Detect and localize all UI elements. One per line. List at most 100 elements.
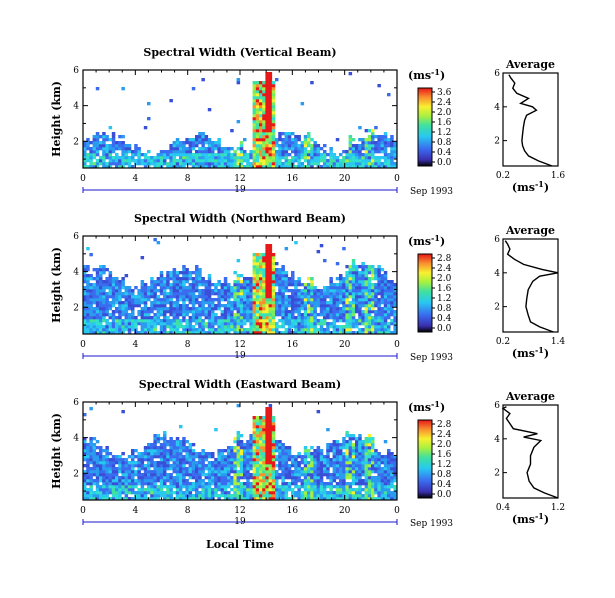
- heatmap-cell: [156, 298, 161, 302]
- heatmap-cell: [185, 159, 189, 163]
- heatmap-cell: [246, 449, 250, 453]
- heatmap-cell: [95, 147, 100, 151]
- heatmap-cell: [374, 485, 378, 489]
- heatmap-cell: [99, 452, 103, 456]
- heatmap-cell: [127, 150, 132, 154]
- heatmap-cell: [271, 458, 276, 462]
- heatmap-cell: [319, 156, 324, 160]
- heatmap-cell: [108, 464, 113, 468]
- heatmap-cell: [191, 476, 196, 480]
- heatmap-cell: [355, 476, 359, 480]
- heatmap-cell: [111, 132, 116, 136]
- heatmap-cell: [287, 289, 292, 293]
- heatmap-cell: [118, 162, 122, 166]
- heatmap-cell: [105, 482, 109, 486]
- heatmap-cell: [316, 488, 321, 492]
- heatmap-cell: [348, 307, 353, 311]
- heatmap-cell: [310, 325, 314, 329]
- heatmap-cell: [284, 449, 289, 453]
- heatmap-cell: [310, 292, 314, 296]
- heatmap-cell: [198, 277, 202, 281]
- heatmap-cell: [252, 458, 257, 462]
- heatmap-cell: [227, 458, 231, 462]
- heatmap-cell: [393, 286, 397, 290]
- heatmap-cell: [278, 292, 282, 296]
- heatmap-cell: [89, 485, 93, 489]
- heatmap-cell: [393, 473, 397, 477]
- heatmap-cell: [246, 292, 250, 296]
- heatmap-cell: [348, 455, 353, 459]
- heatmap-cell: [259, 307, 263, 311]
- heatmap-cell: [207, 138, 212, 142]
- heatmap-cell: [92, 470, 97, 474]
- heatmap-cell: [351, 497, 356, 501]
- heatmap-cell: [348, 437, 353, 441]
- heatmap-cell: [124, 319, 129, 323]
- heatmap-cell: [246, 307, 250, 311]
- heatmap-cell: [118, 331, 122, 335]
- heatmap-cell: [252, 488, 257, 492]
- heatmap-cell: [332, 479, 337, 483]
- heatmap-cell: [310, 470, 314, 474]
- heatmap-cell: [246, 310, 250, 314]
- heatmap-cell: [278, 295, 282, 299]
- heatmap-cell: [153, 165, 157, 169]
- heatmap-cell: [201, 153, 205, 157]
- heatmap-cell: [271, 431, 276, 435]
- heatmap-cell: [390, 135, 394, 139]
- heatmap-cell: [188, 446, 193, 450]
- heatmap-cell: [204, 280, 209, 284]
- heatmap-cell: [335, 491, 340, 495]
- heatmap-cell: [95, 313, 100, 317]
- heatmap-cell: [377, 144, 381, 148]
- heatmap-cell: [300, 455, 305, 459]
- heatmap-cell: [319, 458, 324, 462]
- heatmap-cell: [169, 298, 173, 302]
- heatmap-cell: [342, 159, 346, 163]
- heatmap-cell: [351, 147, 356, 151]
- heatmap-cell: [127, 301, 132, 305]
- heatmap-cell: [92, 313, 97, 317]
- heatmap-cell: [268, 328, 273, 332]
- heatmap-cell: [99, 310, 103, 314]
- heatmap-cell: [310, 479, 314, 483]
- heatmap-cell: [265, 159, 269, 163]
- heatmap-cell: [387, 313, 391, 317]
- heatmap-cell: [179, 156, 183, 160]
- heatmap-cell: [121, 280, 125, 284]
- heatmap-cell: [147, 473, 151, 477]
- heatmap-cells: [83, 72, 397, 169]
- heatmap-cell: [191, 292, 196, 296]
- heatmap-cell: [105, 322, 109, 326]
- heatmap-cell: [134, 473, 138, 477]
- heatmap-cell: [233, 156, 237, 160]
- heatmap-cell: [166, 443, 170, 447]
- heatmap-cell: [147, 159, 151, 163]
- heatmap-cell: [172, 313, 177, 317]
- heatmap-cell: [127, 331, 132, 335]
- heatmap-cell: [246, 301, 250, 305]
- heatmap-cell: [201, 292, 205, 296]
- heatmap-cell: [243, 488, 247, 492]
- heatmap-cell: [143, 165, 148, 169]
- heatmap-cell: [345, 485, 349, 489]
- heatmap-cell: [169, 156, 173, 160]
- heatmap-cell: [188, 138, 193, 142]
- heatmap-cell: [198, 162, 202, 166]
- heatmap-cell: [310, 144, 314, 148]
- panel-title: Spectral Width (Vertical Beam): [143, 46, 336, 59]
- heatmap-cell: [182, 274, 186, 278]
- x-tick-label: 16: [287, 506, 299, 516]
- profile-x-label-sup: -1: [535, 345, 544, 355]
- heatmap-cell: [92, 449, 97, 453]
- heatmap-cell: [393, 479, 397, 483]
- heatmap-cell: [175, 307, 180, 311]
- heatmap-cell: [342, 479, 346, 483]
- heatmap-cell: [361, 295, 365, 299]
- heatmap-cell: [83, 268, 87, 272]
- heatmap-cell: [268, 259, 273, 263]
- heatmap-cell: [342, 440, 346, 444]
- heatmap-cell: [265, 304, 269, 308]
- heatmap-cell: [387, 162, 391, 166]
- heatmap-cell: [265, 446, 269, 450]
